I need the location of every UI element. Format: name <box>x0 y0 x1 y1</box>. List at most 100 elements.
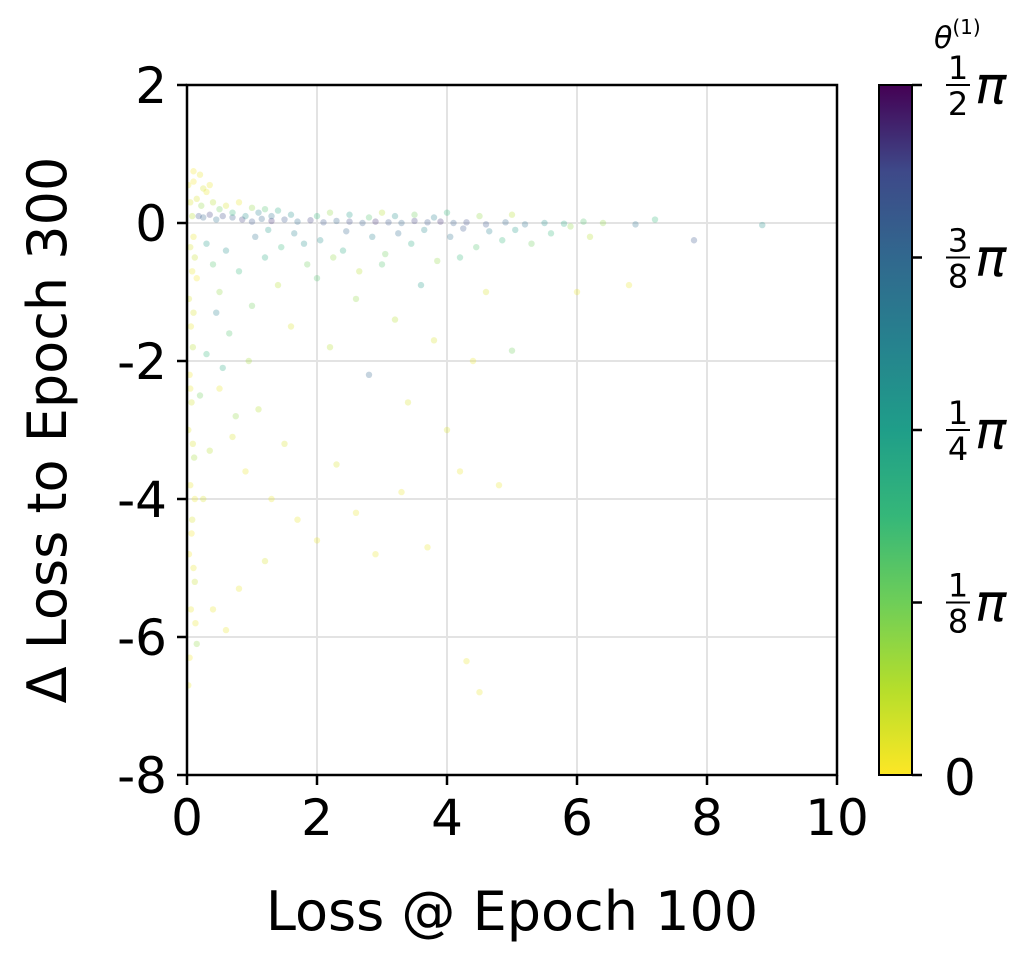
data-point <box>189 212 196 220</box>
y-tick-label: -2 <box>117 333 167 391</box>
data-point <box>333 461 340 468</box>
data-point <box>547 230 555 237</box>
colorbar-tick-numerator: 3 <box>948 222 968 260</box>
data-point <box>187 385 194 392</box>
colorbar-tick-numerator: 1 <box>948 49 968 87</box>
data-point <box>242 468 249 475</box>
colorbar-tick-numerator: 1 <box>948 394 968 432</box>
data-point <box>248 204 256 212</box>
data-point <box>382 250 389 258</box>
scatter-points <box>187 168 766 696</box>
data-point <box>378 209 386 216</box>
x-tick-label: 2 <box>301 789 333 847</box>
data-point <box>235 268 243 275</box>
data-point <box>190 564 197 572</box>
data-point <box>235 199 243 206</box>
data-point <box>248 302 256 309</box>
data-point <box>213 216 220 223</box>
data-point <box>265 226 272 234</box>
x-tick-label: 0 <box>171 789 203 847</box>
data-point <box>222 626 230 634</box>
data-point <box>365 371 373 378</box>
data-point <box>460 225 467 232</box>
data-point <box>482 221 490 228</box>
data-point <box>476 212 483 220</box>
data-point <box>443 209 451 216</box>
data-point <box>307 217 314 224</box>
data-point <box>463 657 470 665</box>
data-point <box>430 214 438 221</box>
data-point <box>521 221 529 228</box>
data-point <box>187 606 195 613</box>
data-point <box>411 217 418 225</box>
data-point <box>313 537 321 544</box>
data-point <box>625 281 633 289</box>
data-point <box>229 214 236 221</box>
data-point <box>191 578 198 585</box>
data-point <box>482 288 490 296</box>
data-point <box>274 207 282 214</box>
data-point <box>200 495 207 503</box>
data-point <box>255 406 262 413</box>
data-point <box>333 217 340 225</box>
colorbar-tick-label: 0 <box>944 749 976 807</box>
colorbar-tick-label: 18 π <box>946 567 1007 641</box>
data-point <box>424 219 431 226</box>
data-point <box>287 211 295 218</box>
data-point <box>304 261 311 268</box>
data-point <box>391 212 399 220</box>
colorbar-title-symbol: θ <box>934 21 952 56</box>
data-point <box>187 199 194 206</box>
data-point <box>346 211 353 218</box>
data-point <box>326 344 334 351</box>
data-point <box>235 585 243 592</box>
data-point <box>193 195 200 203</box>
data-point <box>216 288 223 296</box>
data-point <box>213 309 220 316</box>
data-point <box>632 221 639 228</box>
data-point <box>300 240 308 247</box>
data-point <box>573 288 581 296</box>
data-point <box>294 218 301 225</box>
data-point <box>187 371 193 378</box>
x-tick-label: 6 <box>561 789 593 847</box>
y-tick-label: 0 <box>135 195 167 253</box>
data-point <box>229 433 236 441</box>
data-point <box>190 454 198 461</box>
x-tick-label: 10 <box>805 789 869 847</box>
data-point <box>469 357 477 365</box>
data-point <box>528 240 535 247</box>
data-point <box>447 233 454 240</box>
data-point <box>187 295 193 303</box>
data-point <box>580 218 587 225</box>
data-point <box>188 399 195 406</box>
data-point <box>189 268 196 275</box>
data-point <box>476 689 483 696</box>
data-point <box>206 211 213 218</box>
data-point <box>424 544 431 551</box>
data-point <box>398 488 405 496</box>
colorbar-tick-pi: π <box>975 229 1007 289</box>
data-point <box>187 654 193 661</box>
y-tick-label: 2 <box>135 57 167 115</box>
data-point <box>294 516 301 523</box>
y-axis-ticks: 2 0 -2 -4 -6 -8 <box>117 57 187 805</box>
data-point <box>219 212 226 220</box>
colorbar: θ(1) 018 π14 π38 π12 π <box>878 15 1007 807</box>
data-point <box>352 509 360 516</box>
data-point <box>287 323 295 330</box>
data-point <box>339 247 347 254</box>
data-point <box>242 212 249 220</box>
data-point <box>408 240 415 247</box>
data-point <box>261 206 269 213</box>
data-point <box>189 440 197 447</box>
data-point <box>356 268 363 275</box>
data-point <box>473 243 480 251</box>
grid-lines <box>186 84 838 776</box>
data-point <box>378 261 386 268</box>
data-point <box>599 219 607 227</box>
data-point <box>216 206 223 213</box>
data-point <box>330 254 337 261</box>
data-point <box>248 218 256 225</box>
colorbar-tick-denominator: 8 <box>948 258 968 296</box>
